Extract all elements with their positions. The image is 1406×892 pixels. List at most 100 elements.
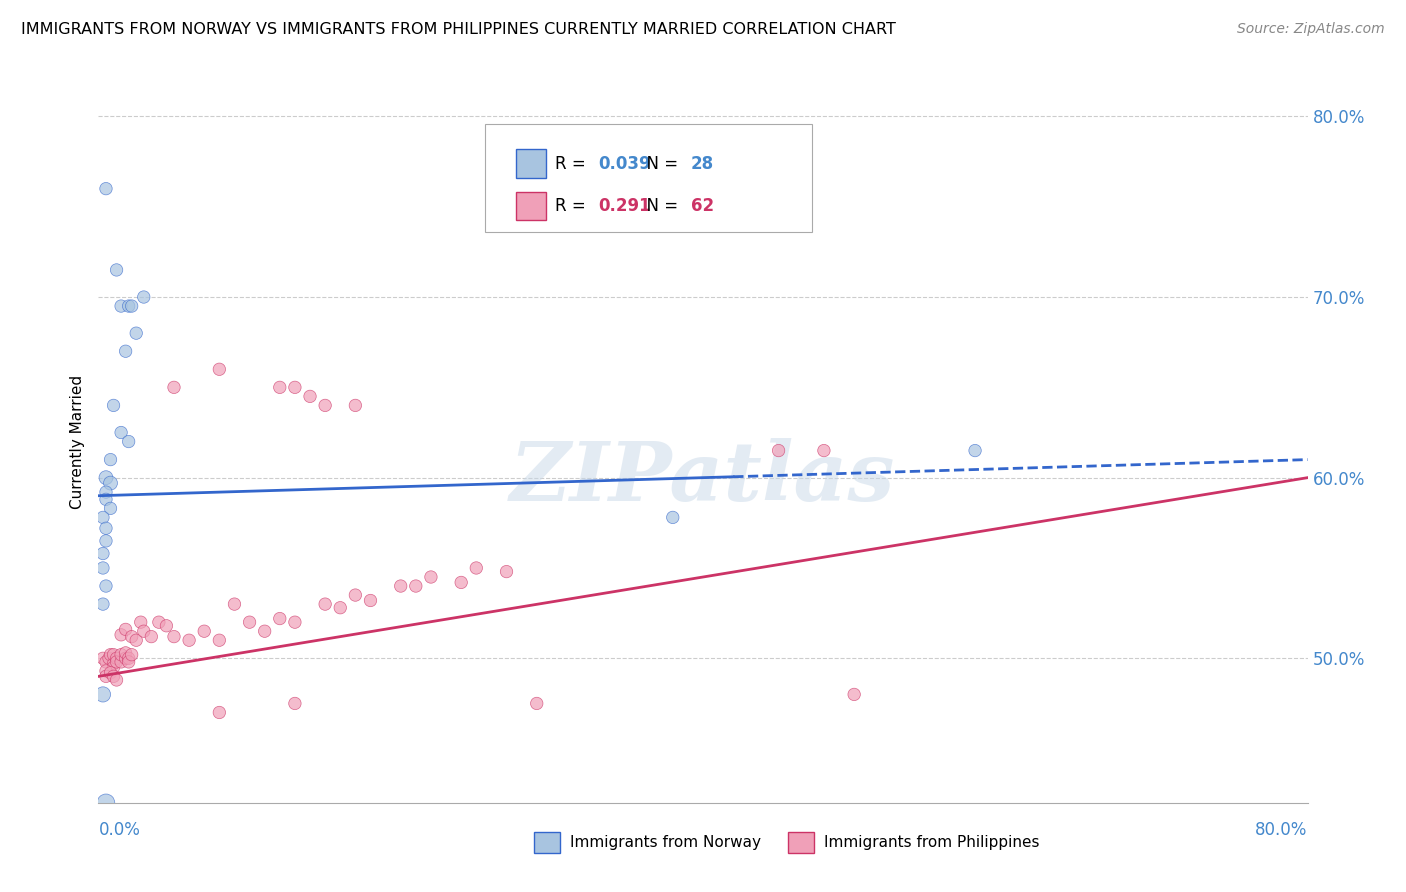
- Point: [91, 510, 114, 524]
- Point: [98, 651, 121, 665]
- Point: [100, 665, 122, 680]
- Point: [329, 600, 352, 615]
- Point: [141, 630, 163, 644]
- Point: [813, 443, 835, 458]
- Point: [110, 655, 132, 669]
- Point: [114, 646, 136, 660]
- Point: [132, 624, 155, 639]
- Point: [389, 579, 412, 593]
- Point: [114, 344, 136, 359]
- Point: [661, 510, 683, 524]
- Point: [965, 443, 987, 458]
- Point: [94, 655, 117, 669]
- Point: [103, 399, 125, 413]
- Point: [110, 628, 132, 642]
- Point: [110, 425, 132, 440]
- Point: [179, 633, 201, 648]
- Point: [94, 796, 117, 810]
- Point: [405, 579, 427, 593]
- Point: [94, 182, 117, 196]
- Text: R =: R =: [555, 197, 592, 215]
- Point: [114, 651, 136, 665]
- Text: 0.039: 0.039: [598, 154, 651, 173]
- Point: [103, 648, 125, 662]
- Text: Source: ZipAtlas.com: Source: ZipAtlas.com: [1237, 22, 1385, 37]
- Point: [465, 561, 488, 575]
- Point: [314, 399, 336, 413]
- Point: [91, 547, 114, 561]
- Point: [121, 648, 143, 662]
- Point: [100, 452, 122, 467]
- Point: [105, 673, 128, 687]
- Point: [105, 263, 128, 277]
- Text: 28: 28: [690, 154, 714, 173]
- Point: [208, 362, 231, 376]
- Text: 0.0%: 0.0%: [98, 821, 141, 838]
- Point: [768, 443, 790, 458]
- Bar: [516, 192, 546, 220]
- Point: [420, 570, 443, 584]
- Point: [193, 624, 215, 639]
- Point: [103, 657, 125, 671]
- Text: 62: 62: [690, 197, 714, 215]
- Point: [284, 380, 307, 394]
- Point: [110, 648, 132, 662]
- Point: [118, 651, 141, 665]
- FancyBboxPatch shape: [485, 124, 811, 232]
- Point: [103, 660, 125, 674]
- Y-axis label: Currently Married: Currently Married: [69, 375, 84, 508]
- Point: [253, 624, 276, 639]
- Point: [94, 521, 117, 535]
- Point: [208, 633, 231, 648]
- Point: [344, 588, 367, 602]
- Point: [239, 615, 262, 630]
- Point: [105, 651, 128, 665]
- Text: Immigrants from Norway: Immigrants from Norway: [569, 835, 761, 850]
- Text: ZIPatlas: ZIPatlas: [510, 438, 896, 517]
- Text: 80.0%: 80.0%: [1256, 821, 1308, 838]
- Point: [269, 380, 291, 394]
- Point: [118, 434, 141, 449]
- Point: [224, 597, 246, 611]
- Point: [103, 669, 125, 683]
- Point: [91, 561, 114, 575]
- Point: [114, 623, 136, 637]
- Point: [118, 655, 141, 669]
- Point: [110, 299, 132, 313]
- Text: Immigrants from Philippines: Immigrants from Philippines: [824, 835, 1039, 850]
- Bar: [534, 831, 561, 854]
- Point: [284, 615, 307, 630]
- Point: [208, 706, 231, 720]
- Point: [125, 326, 148, 341]
- Point: [100, 648, 122, 662]
- Point: [299, 389, 322, 403]
- Point: [155, 619, 177, 633]
- Point: [314, 597, 336, 611]
- Text: R =: R =: [555, 154, 592, 173]
- Point: [118, 299, 141, 313]
- Point: [91, 651, 114, 665]
- Text: N =: N =: [637, 154, 683, 173]
- Bar: [787, 831, 814, 854]
- Point: [163, 630, 186, 644]
- Point: [450, 575, 472, 590]
- Point: [100, 476, 122, 491]
- Point: [360, 593, 382, 607]
- Point: [94, 485, 117, 500]
- Point: [148, 615, 170, 630]
- Point: [121, 630, 143, 644]
- Point: [94, 579, 117, 593]
- Point: [344, 399, 367, 413]
- Point: [844, 688, 866, 702]
- Point: [129, 615, 152, 630]
- Point: [91, 688, 114, 702]
- Bar: [516, 149, 546, 178]
- Point: [284, 697, 307, 711]
- Text: IMMIGRANTS FROM NORWAY VS IMMIGRANTS FROM PHILIPPINES CURRENTLY MARRIED CORRELAT: IMMIGRANTS FROM NORWAY VS IMMIGRANTS FRO…: [21, 22, 896, 37]
- Text: 0.291: 0.291: [598, 197, 651, 215]
- Point: [94, 533, 117, 548]
- Point: [94, 669, 117, 683]
- Point: [105, 655, 128, 669]
- Point: [269, 611, 291, 625]
- Point: [94, 471, 117, 485]
